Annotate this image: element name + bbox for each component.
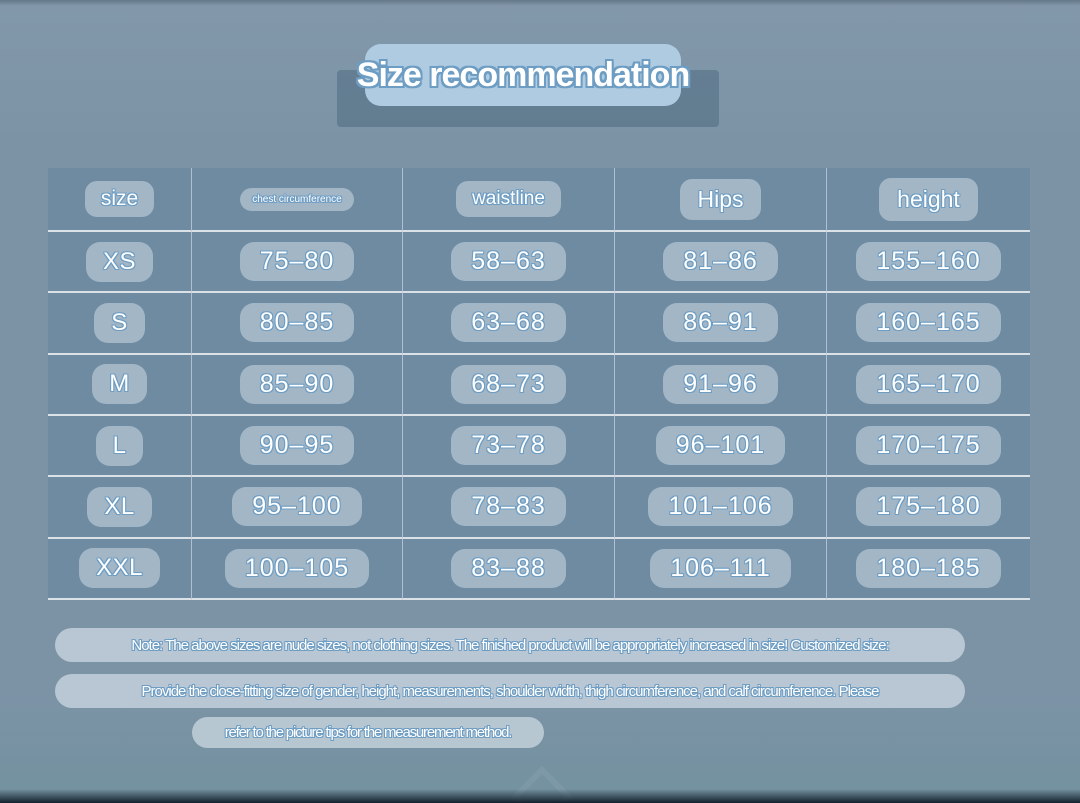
value-pill: 155–160 (856, 242, 1001, 282)
table-cell: 170–175 (827, 416, 1030, 478)
table-cell: 78–83 (403, 477, 615, 539)
note-line-2: Provide the close-fitting size of gender… (55, 674, 965, 708)
table-cell: XS (48, 232, 192, 294)
value-pill: 165–170 (856, 364, 1001, 404)
table-cell: XL (48, 477, 192, 539)
size-label-pill: M (92, 364, 147, 405)
table-cell: 81–86 (615, 232, 827, 294)
value-pill: 83–88 (451, 548, 566, 588)
table-cell: 86–91 (615, 293, 827, 355)
table-cell: 73–78 (403, 415, 615, 478)
table-cell: 175–180 (827, 477, 1030, 539)
note-line-2-text: Provide the close-fitting size of gender… (141, 682, 880, 700)
table-cell: 96–101 (615, 415, 827, 478)
table-cell: 63–68 (403, 293, 615, 355)
value-pill: 90–95 (239, 426, 355, 466)
table-cell: M (48, 354, 192, 416)
top-edge-shade (0, 0, 1080, 6)
value-pill: 80–85 (239, 303, 355, 343)
value-pill: 180–185 (856, 548, 1001, 588)
size-label-pill: S (94, 302, 145, 343)
value-pill: 85–90 (239, 364, 355, 404)
table-cell: 68–73 (403, 354, 615, 416)
header-pill-chest-circumference: chest circumference (240, 187, 354, 211)
size-label-pill: XS (85, 241, 153, 282)
table-cell: 85–90 (192, 354, 403, 416)
table-cell: size (48, 168, 192, 232)
value-pill: 170–175 (856, 426, 1001, 466)
table-cell: height (827, 168, 1030, 232)
value-pill: 81–86 (663, 242, 778, 282)
value-pill: 75–80 (239, 242, 355, 282)
table-cell: 58–63 (403, 232, 615, 294)
value-pill: 91–96 (663, 364, 778, 404)
value-pill: 63–68 (451, 303, 566, 343)
size-table: size chest circumference waistline Hips heig… (48, 168, 1030, 600)
value-pill: 73–78 (451, 426, 566, 466)
table-cell: waistline (403, 168, 615, 232)
value-pill: 68–73 (451, 364, 566, 404)
value-pill: 86–91 (663, 303, 778, 343)
note-line-1: Note: The above sizes are nude sizes, no… (55, 628, 965, 662)
page-title-text: Size recommendation (356, 55, 690, 94)
table-cell: 95–100 (192, 477, 403, 539)
value-pill: 96–101 (655, 426, 786, 466)
value-pill: 160–165 (856, 303, 1001, 343)
page-title: Size recommendation (357, 44, 690, 106)
table-cell: 75–80 (192, 232, 403, 294)
bottom-edge-shade (0, 789, 1080, 803)
note-line-3: refer to the picture tips for the measur… (192, 717, 544, 748)
table-cell: chest circumference (192, 168, 403, 232)
table-cell: 80–85 (192, 293, 403, 355)
table-cell: S (48, 293, 192, 355)
table-cell: 160–165 (827, 293, 1030, 355)
value-pill: 100–105 (224, 548, 370, 588)
table-cell: 165–170 (827, 355, 1030, 416)
table-cell: 90–95 (192, 415, 403, 478)
table-cell: 100–105 (192, 538, 403, 600)
value-pill: 101–106 (648, 487, 793, 527)
table-cell: Hips (615, 168, 827, 232)
value-pill: 106–111 (650, 548, 791, 588)
size-label-pill: XXL (79, 548, 160, 589)
header-pill-hips: Hips (680, 178, 761, 220)
value-pill: 175–180 (856, 487, 1001, 527)
table-cell: 83–88 (403, 538, 615, 600)
table-cell: XXL (48, 538, 192, 600)
header-pill-size: size (84, 181, 155, 217)
table-cell: 155–160 (827, 232, 1030, 294)
note-line-1-text: Note: The above sizes are nude sizes, no… (131, 636, 889, 654)
header-pill-waistline: waistline (456, 181, 561, 217)
table-cell: L (48, 415, 192, 478)
table-cell: 180–185 (827, 539, 1030, 600)
table-cell: 101–106 (615, 477, 827, 539)
note-line-3-text: refer to the picture tips for the measur… (224, 724, 513, 741)
value-pill: 95–100 (232, 487, 362, 527)
value-pill: 58–63 (451, 242, 566, 282)
value-pill: 78–83 (451, 487, 566, 527)
table-cell: 106–111 (615, 538, 827, 600)
table-cell: 91–96 (615, 354, 827, 416)
size-label-pill: L (95, 425, 144, 466)
size-label-pill: XL (87, 486, 152, 527)
header-pill-height: height (879, 177, 978, 221)
